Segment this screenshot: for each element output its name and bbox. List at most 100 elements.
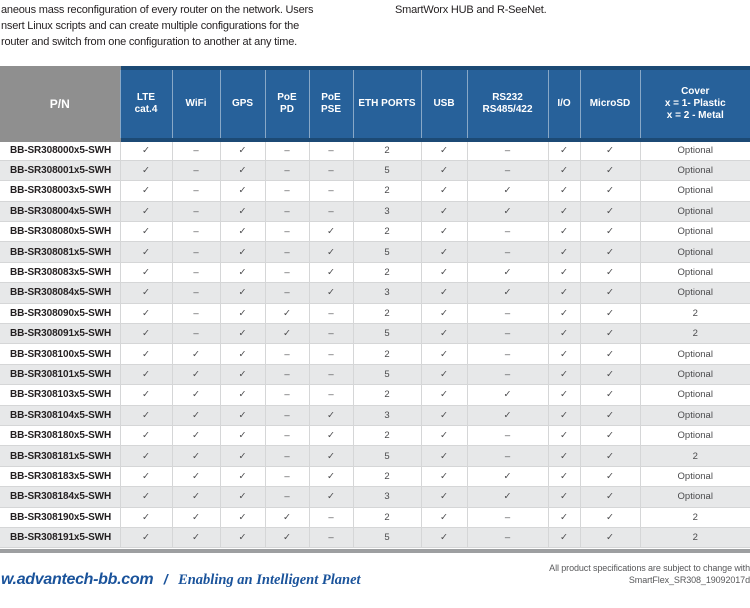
spec-cell: – — [308, 526, 354, 549]
col-header-line: cat.4 — [134, 104, 158, 115]
spec-cell: – — [308, 343, 354, 365]
spec-cell: – — [466, 302, 549, 325]
intro-line: nsert Linux scripts and can create multi… — [1, 20, 300, 32]
pn-cell: BB-SR308100x5-SWH — [0, 343, 121, 365]
spec-cell: Optional — [639, 486, 750, 508]
spec-cell: ✓ — [579, 302, 641, 325]
spec-cell: ✓ — [219, 424, 266, 447]
spec-cell: ✓ — [119, 282, 173, 304]
spec-cell: – — [466, 139, 549, 161]
spec-cell: 2 — [352, 343, 422, 365]
spec-cell: 5 — [352, 445, 422, 467]
spec-cell: ✓ — [579, 526, 641, 549]
spec-cell: – — [308, 139, 354, 161]
spec-cell: 5 — [352, 241, 422, 263]
spec-cell: ✓ — [219, 486, 266, 508]
spec-cell: – — [308, 180, 354, 202]
spec-cell: – — [466, 323, 549, 345]
col-header-line: PoE — [277, 92, 297, 103]
spec-cell: ✓ — [420, 526, 468, 549]
spec-cell: ✓ — [219, 302, 266, 325]
spec-cell: ✓ — [219, 180, 266, 202]
spec-cell: ✓ — [308, 465, 354, 488]
spec-cell: Optional — [639, 241, 750, 263]
intro-line: SmartWorx HUB and R-SeeNet. — [395, 4, 547, 16]
spec-cell: ✓ — [420, 506, 468, 528]
spec-cell: ✓ — [219, 343, 266, 365]
spec-cell: ✓ — [119, 323, 173, 345]
spec-cell: ✓ — [420, 139, 468, 161]
spec-cell: ✓ — [579, 486, 641, 508]
spec-cell: ✓ — [466, 404, 549, 426]
col-header-line: MicroSD — [589, 98, 631, 109]
spec-cell: ✓ — [547, 465, 581, 488]
spec-cell: 5 — [352, 363, 422, 386]
spec-cell: ✓ — [171, 404, 221, 426]
col-header-microsd: MicroSD — [579, 66, 641, 142]
spec-cell: ✓ — [219, 404, 266, 426]
spec-cell: ✓ — [308, 445, 354, 467]
spec-cell: – — [308, 200, 354, 223]
col-header-line: RS485/422 — [482, 104, 533, 115]
spec-cell: ✓ — [547, 180, 581, 202]
spec-cell: ✓ — [119, 486, 173, 508]
spec-cell: ✓ — [119, 221, 173, 243]
spec-cell: 2 — [352, 384, 422, 406]
spec-cell: ✓ — [119, 241, 173, 263]
spec-cell: ✓ — [119, 200, 173, 223]
spec-cell: ✓ — [219, 139, 266, 161]
spec-cell: 3 — [352, 282, 422, 304]
col-header-pn: P/N — [0, 66, 121, 142]
spec-cell: Optional — [639, 139, 750, 161]
spec-cell: – — [264, 404, 310, 426]
col-header-cover: Cover x = 1- Plastic x = 2 - Metal — [639, 66, 750, 142]
spec-cell: ✓ — [219, 323, 266, 345]
spec-cell: ✓ — [579, 343, 641, 365]
spec-cell: ✓ — [579, 323, 641, 345]
spec-cell: ✓ — [171, 384, 221, 406]
spec-cell: – — [171, 241, 221, 263]
pn-cell: BB-SR308191x5-SWH — [0, 526, 121, 549]
spec-cell: ✓ — [466, 384, 549, 406]
spec-cell: ✓ — [547, 526, 581, 549]
spec-cell: ✓ — [264, 302, 310, 325]
spec-cell: – — [264, 221, 310, 243]
spec-cell: ✓ — [219, 506, 266, 528]
spec-cell: 2 — [639, 445, 750, 467]
pn-cell: BB-SR308101x5-SWH — [0, 363, 121, 386]
pn-cell: BB-SR308180x5-SWH — [0, 424, 121, 447]
table-row: BB-SR308183x5-SWH ✓ ✓ ✓ – ✓ 2 ✓ ✓ ✓ ✓ Optional — [0, 465, 750, 488]
col-header-line: PSE — [320, 104, 341, 115]
col-header-line: RS232 — [492, 92, 523, 103]
spec-cell: – — [264, 363, 310, 386]
spec-cell: – — [171, 139, 221, 161]
spec-cell: ✓ — [171, 526, 221, 549]
spec-cell: ✓ — [219, 200, 266, 223]
spec-cell: 2 — [352, 221, 422, 243]
pn-cell: BB-SR308084x5-SWH — [0, 282, 121, 304]
table-row: BB-SR308181x5-SWH ✓ ✓ ✓ – ✓ 5 ✓ – ✓ ✓ 2 — [0, 445, 750, 467]
spec-cell: ✓ — [420, 363, 468, 386]
spec-cell: ✓ — [466, 486, 549, 508]
disclaimer-line: All product specifications are subject t… — [549, 563, 750, 573]
advantech-url-link[interactable]: w.advantech-bb.com — [1, 571, 154, 588]
spec-cell: ✓ — [119, 526, 173, 549]
spec-cell: ✓ — [119, 384, 173, 406]
table-row: BB-SR308003x5-SWH ✓ – ✓ – –2 ✓ ✓ ✓ ✓ Optional — [0, 180, 750, 202]
pn-cell: BB-SR308083x5-SWH — [0, 261, 121, 284]
spec-cell: ✓ — [579, 404, 641, 426]
pn-cell: BB-SR308080x5-SWH — [0, 221, 121, 243]
spec-cell: ✓ — [420, 261, 468, 284]
spec-cell: – — [466, 506, 549, 528]
table-row: BB-SR308091x5-SWH ✓ – ✓ ✓ –5 ✓ – ✓ ✓ 2 — [0, 323, 750, 345]
spec-cell: ✓ — [547, 200, 581, 223]
table-row: BB-SR308000x5-SWH ✓ – ✓ – –2 ✓ – ✓ ✓ Optional — [0, 139, 750, 161]
spec-cell: – — [466, 424, 549, 447]
spec-cell: ✓ — [547, 139, 581, 161]
spec-cell: 2 — [639, 323, 750, 345]
spec-cell: ✓ — [547, 221, 581, 243]
pn-cell: BB-SR308003x5-SWH — [0, 180, 121, 202]
spec-cell: ✓ — [466, 282, 549, 304]
spec-cell: ✓ — [119, 363, 173, 386]
table-row: BB-SR308084x5-SWH ✓ – ✓ – ✓ 3 ✓ ✓ ✓ ✓ Optional — [0, 282, 750, 304]
